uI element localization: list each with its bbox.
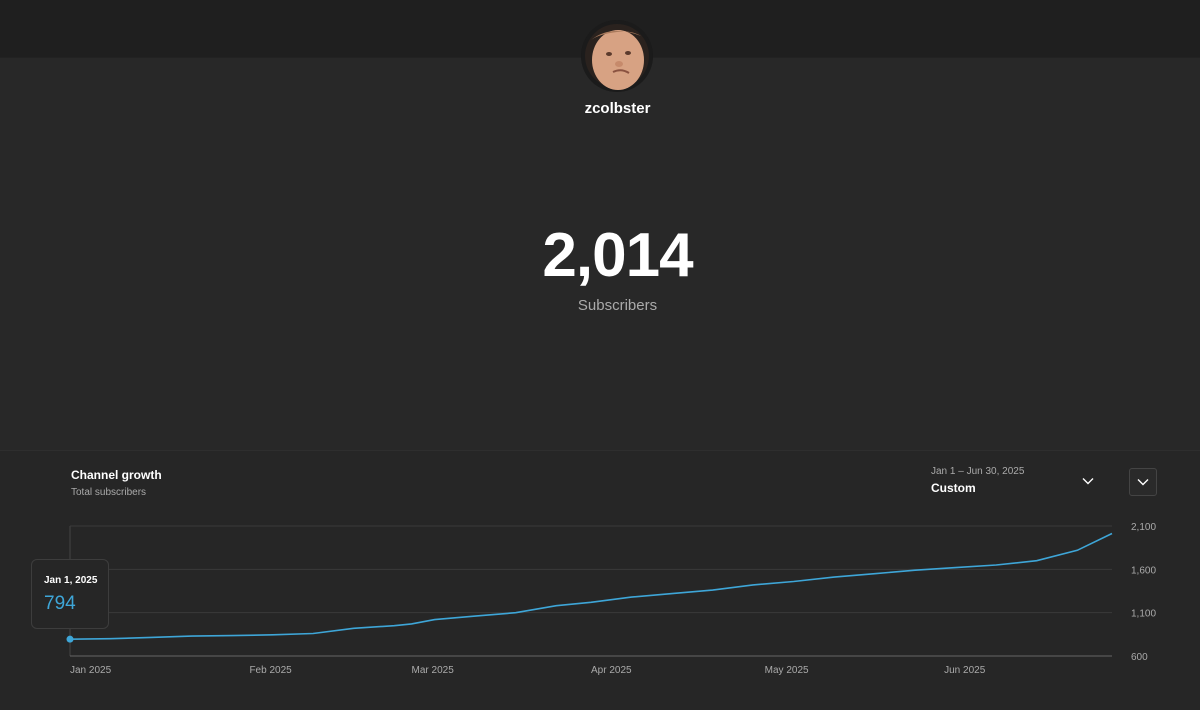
subscriber-label: Subscribers [577, 297, 658, 314]
data-point-marker [66, 635, 74, 643]
x-tick-label: Mar 2025 [412, 665, 455, 676]
chart-tooltip: Jan 1, 2025 794 [31, 559, 109, 629]
date-range-label: Custom [931, 481, 976, 495]
subscriber-growth-chart: 2,100 1,600 1,100 600 Jan 2025 Feb 2025 Mar 20… [66, 522, 1156, 676]
tooltip-value: 794 [44, 593, 76, 614]
growth-card-title: Channel growth [71, 468, 162, 482]
chevron-down-icon [1082, 478, 1094, 485]
subscriber-line [69, 532, 1113, 640]
chevron-down-icon [1137, 479, 1149, 486]
x-tick-label: Jun 2025 [944, 665, 986, 676]
date-range-dropdown[interactable]: Jan 1 – Jun 30, 2025 Custom [925, 460, 1105, 500]
tooltip-date: Jan 1, 2025 [44, 575, 98, 586]
channel-name: zcolbster [584, 100, 651, 117]
channel-growth-card [0, 450, 1200, 710]
expand-card-button[interactable] [1129, 468, 1157, 496]
date-range-text: Jan 1 – Jun 30, 2025 [931, 466, 1025, 477]
y-tick-label: 1,600 [1131, 565, 1156, 576]
y-tick-label: 2,100 [1131, 522, 1156, 533]
channel-avatar[interactable] [581, 20, 653, 92]
y-tick-label: 1,100 [1131, 609, 1156, 620]
x-tick-label: Jan 2025 [70, 665, 112, 676]
x-tick-label: May 2025 [765, 665, 809, 676]
profile-photo [581, 20, 653, 92]
subscriber-count: 2,014 [542, 221, 693, 290]
growth-card-subtitle: Total subscribers [71, 487, 147, 498]
x-tick-label: Apr 2025 [591, 665, 632, 676]
x-tick-label: Feb 2025 [249, 665, 292, 676]
y-tick-label: 600 [1131, 652, 1148, 663]
